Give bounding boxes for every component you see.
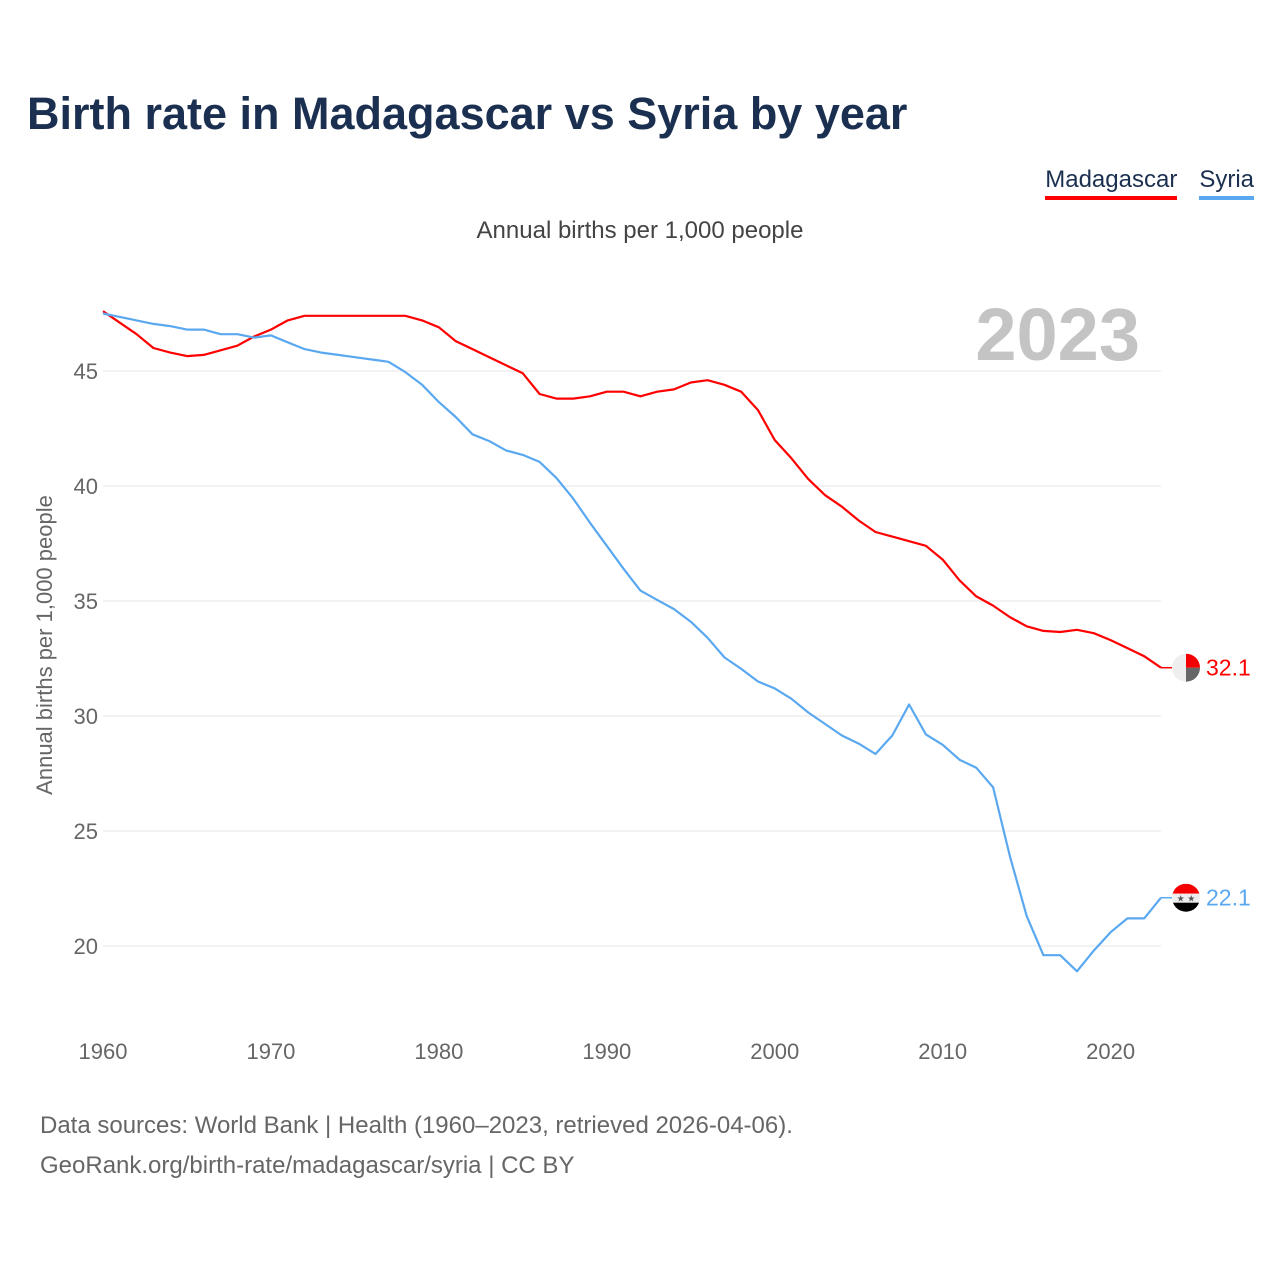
series-line-syria <box>102 312 1162 973</box>
legend-item-madagascar[interactable]: Madagascar <box>1045 166 1178 200</box>
y-tick-label: 30 <box>74 704 98 729</box>
x-tick-label: 1960 <box>79 1039 128 1064</box>
year-watermark: 2023 <box>975 293 1140 376</box>
end-value-label: 32.1 <box>1206 655 1251 681</box>
flag-syria-white <box>1172 893 1200 903</box>
x-tick-label: 2010 <box>918 1039 967 1064</box>
x-tick-label: 1970 <box>246 1039 295 1064</box>
flag-syria-black <box>1172 902 1200 912</box>
legend-item-syria[interactable]: Syria <box>1199 166 1254 200</box>
flag-madagascar-red <box>1186 653 1200 668</box>
x-tick-label: 2000 <box>750 1039 799 1064</box>
y-tick-label: 25 <box>74 819 98 844</box>
legend: Madagascar Syria <box>1045 166 1254 200</box>
y-tick-label: 35 <box>74 589 98 614</box>
y-axis-label: Annual births per 1,000 people <box>32 495 57 795</box>
x-tick-label: 1990 <box>582 1039 631 1064</box>
series-line-madagascar <box>102 310 1162 669</box>
flag-syria-red <box>1172 883 1200 894</box>
chart-subtitle: Annual births per 1,000 people <box>476 217 804 244</box>
flag-madagascar-green <box>1186 667 1200 682</box>
x-tick-label: 2020 <box>1086 1039 1135 1064</box>
data-source: Data sources: World Bank | Health (1960–… <box>40 1112 793 1139</box>
footer: Data sources: World Bank | Health (1960–… <box>40 1106 793 1186</box>
y-tick-label: 40 <box>74 474 98 499</box>
chart-title: Birth rate in Madagascar vs Syria by yea… <box>27 88 908 139</box>
y-tick-label: 45 <box>74 359 98 384</box>
flag-syria-stars: ★ ★ <box>1177 894 1196 904</box>
y-tick-label: 20 <box>74 934 98 959</box>
x-tick-label: 1980 <box>414 1039 463 1064</box>
source-link[interactable]: GeoRank.org/birth-rate/madagascar/syria … <box>40 1152 575 1179</box>
end-value-label: 22.1 <box>1206 885 1251 911</box>
